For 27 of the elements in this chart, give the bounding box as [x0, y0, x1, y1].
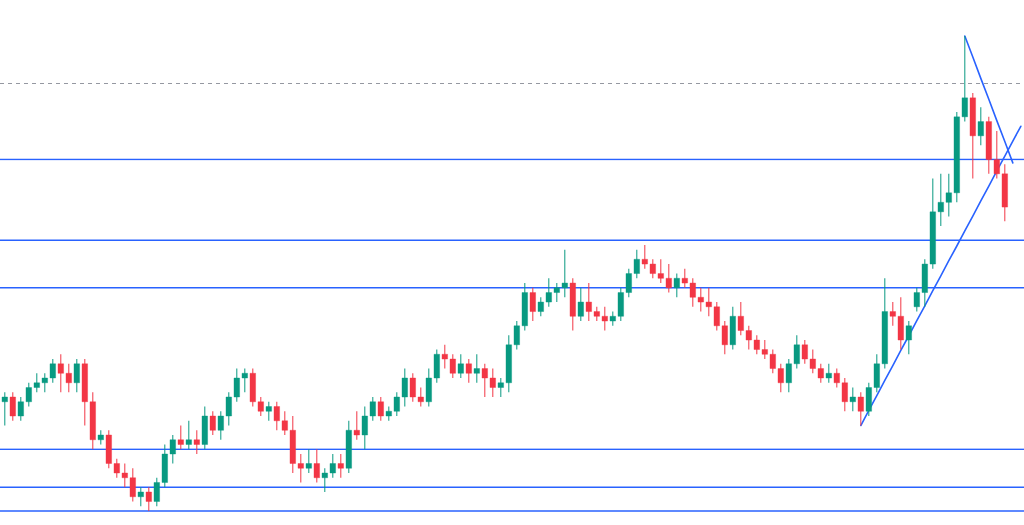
candlestick: [465, 358, 472, 384]
candlestick: [905, 320, 912, 355]
candlestick: [337, 453, 344, 479]
candlestick: [313, 448, 320, 483]
candlestick: [673, 273, 680, 298]
candlestick: [137, 486, 144, 507]
candlestick: [305, 448, 312, 474]
candlestick: [473, 353, 480, 384]
candlestick: [145, 486, 152, 512]
candlestick: [209, 410, 216, 436]
candlestick: [185, 420, 192, 450]
candlestick: [1, 391, 8, 427]
candlestick: [529, 287, 536, 322]
candlestick: [73, 358, 80, 393]
candlestick: [577, 287, 584, 322]
candlestick: [825, 363, 832, 384]
candlestick: [9, 391, 16, 422]
candlestick: [265, 401, 272, 422]
candlestick: [377, 396, 384, 422]
candlestick: [849, 387, 856, 412]
candlestick: [977, 106, 984, 146]
candlestick: [353, 410, 360, 441]
candlestick: [457, 353, 464, 379]
candlestick: [857, 391, 864, 427]
candlestick: [153, 477, 160, 507]
candlestick: [193, 429, 200, 455]
candlestick: [177, 425, 184, 450]
